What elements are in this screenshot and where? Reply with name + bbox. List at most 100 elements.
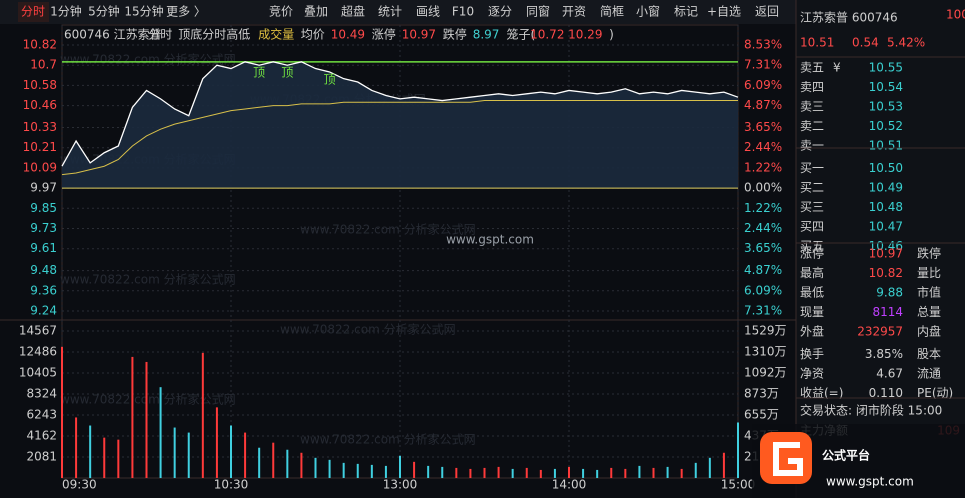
y-tick-label: 9.97 (30, 181, 57, 195)
toolbar-button[interactable]: 同窗 (526, 5, 550, 19)
logo-icon (760, 432, 812, 484)
volume-bar (413, 461, 416, 478)
volume-bar (469, 468, 472, 478)
volume-tick-label: 10405 (19, 366, 57, 380)
toolbar-button[interactable]: 返回 (755, 5, 779, 19)
toolbar-button[interactable]: 简框 (600, 5, 624, 19)
tab[interactable]: 1分钟 (50, 4, 82, 19)
y-tick-label: 10.21 (23, 140, 57, 154)
volume-bar (131, 356, 134, 478)
stat-label2: PE(动) (917, 386, 953, 400)
book-label: 卖三 (800, 100, 824, 114)
volume-bar (427, 465, 430, 478)
y2-tick-label: 2.44% (744, 140, 782, 154)
toolbar-button[interactable]: 开资 (562, 5, 586, 19)
volume-tick-label: 14567 (19, 324, 57, 338)
x-tick-label: 14:00 (552, 478, 587, 492)
volume-bar (201, 352, 204, 478)
y-tick-label: 10.82 (23, 38, 57, 52)
volume-bar (159, 387, 162, 478)
y2-tick-label: 3.65% (744, 120, 782, 134)
volume-bar (694, 462, 697, 478)
tab[interactable]: 更多 〉 (166, 5, 206, 19)
toolbar-button[interactable]: 叠加 (304, 5, 328, 19)
stat-label: 净资 (800, 367, 824, 381)
annotation: 顶 (253, 66, 265, 80)
volume-bar (624, 468, 627, 478)
y2-tick-label: 8.53% (744, 38, 782, 52)
volume-bar (610, 467, 613, 478)
y-tick-label: 9.24 (30, 304, 57, 318)
x-tick-label: 13:00 (383, 478, 418, 492)
volume-bar (173, 427, 176, 478)
volume-bar (328, 459, 331, 478)
stat-value: 232957 (857, 325, 903, 339)
change: 0.54 (852, 36, 879, 50)
x-tick-label: 15:00 (721, 478, 756, 492)
y-tick-label: 9.61 (30, 241, 57, 255)
volume-bar (497, 466, 500, 478)
stock-name: 江苏索普 600746 (800, 11, 898, 25)
volume-bar (103, 437, 106, 478)
info-text: 跌停 (443, 27, 467, 42)
book-label: 卖二 (800, 119, 824, 133)
y-tick-label: 9.48 (30, 263, 57, 277)
side-panel (796, 0, 965, 498)
book-label: 买三 (800, 200, 824, 214)
volume-bar (511, 468, 514, 478)
book-price: 10.52 (869, 119, 903, 133)
toolbar-button[interactable]: 小窗 (636, 5, 660, 19)
series-line (61, 100, 738, 176)
y2-tick-label: 4.87% (744, 263, 782, 277)
volume-bar (230, 425, 232, 478)
info-text: 均价 (301, 28, 325, 42)
info-text: 顶底分时高低 (178, 27, 250, 42)
volume-bar (666, 466, 669, 478)
stat-label2: 内盘 (917, 324, 941, 339)
volume-tick-label: 6243 (26, 408, 57, 422)
status: 交易状态: 闭市阶段 15:00 (800, 403, 942, 418)
info-text: 10.29 (568, 28, 602, 42)
info-text: 10.49 (331, 28, 365, 42)
y2-tick-label: 7.31% (744, 58, 782, 72)
volume-bar (737, 422, 739, 478)
stat-label: 涨停 (800, 246, 824, 261)
toolbar-button[interactable]: 逐分 (488, 5, 512, 19)
y-tick-label: 9.73 (30, 221, 57, 235)
book-price: 10.47 (869, 220, 903, 234)
volume-bar (117, 439, 120, 478)
stat-label2: 流通 (917, 367, 941, 381)
watermark: www.70822.com 分析家公式网 (60, 52, 236, 67)
toolbar-button[interactable]: F10 (452, 5, 474, 19)
volume-bar (272, 442, 275, 478)
volume-bar (145, 361, 148, 478)
book-label: 卖四 (800, 80, 824, 94)
book-price: 10.48 (869, 200, 903, 214)
toolbar-button[interactable]: 标记 (674, 5, 698, 19)
toolbar-button[interactable]: 画线 (416, 5, 440, 19)
watermark: www.70822.com 分析家公式网 (300, 432, 476, 447)
volume-bar (244, 432, 247, 478)
volume-bar (708, 457, 711, 478)
toolbar-button[interactable]: +自选 (707, 5, 741, 19)
volume2-tick-label: 655万 (744, 408, 779, 422)
toolbar-button[interactable]: 统计 (378, 5, 402, 19)
icon: ¥ (833, 61, 841, 75)
tab[interactable]: 15分钟 (124, 4, 163, 19)
y2-tick-label: 6.09% (744, 283, 782, 297)
tab[interactable]: 分时 (21, 5, 45, 19)
stat-label: 现量 (800, 305, 824, 319)
logo-glyph (773, 442, 803, 476)
stat-value: 0.110 (869, 386, 903, 400)
volume-bar (75, 417, 78, 478)
volume-bar (61, 346, 63, 478)
y-tick-label: 10.7 (30, 58, 57, 72)
toolbar-button[interactable]: 超盘 (341, 4, 365, 19)
volume-bar (441, 466, 444, 478)
tab[interactable]: 5分钟 (88, 4, 120, 19)
stat-value: 4.67 (876, 367, 903, 381)
toolbar-button[interactable]: 竞价 (269, 5, 293, 19)
book-label: 买二 (800, 181, 824, 195)
volume-bar (342, 462, 345, 478)
